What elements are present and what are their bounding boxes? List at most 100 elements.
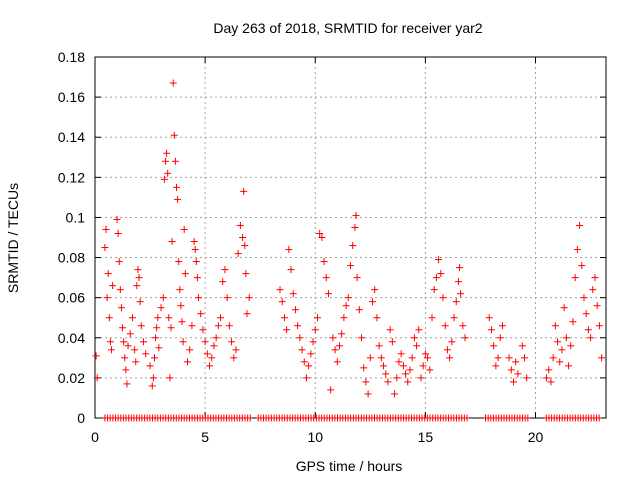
y-tick-label: 0 [77, 410, 85, 426]
data-point [386, 326, 394, 334]
data-point [556, 358, 564, 366]
data-point [149, 374, 157, 382]
data-point [595, 322, 603, 330]
data-point [106, 338, 114, 346]
data-point [437, 270, 445, 278]
data-point [136, 298, 144, 306]
data-point [243, 310, 251, 318]
data-point [454, 278, 462, 286]
data-point [404, 378, 412, 386]
y-tick-label: 0.04 [58, 330, 85, 346]
data-point [459, 322, 467, 330]
data-point [240, 187, 248, 195]
data-point [175, 258, 183, 266]
y-tick-label: 0.14 [58, 129, 85, 145]
data-point [410, 334, 418, 342]
data-point [137, 322, 145, 330]
data-point [512, 358, 520, 366]
data-point [485, 314, 493, 322]
data-point [232, 346, 240, 354]
data-point [221, 266, 229, 274]
data-point [351, 223, 359, 231]
data-point [494, 354, 502, 362]
data-point [430, 286, 438, 294]
data-point [598, 354, 606, 362]
data-point [307, 350, 315, 358]
data-point [197, 310, 205, 318]
data-point [380, 362, 388, 370]
data-point [115, 258, 123, 266]
data-point [195, 294, 203, 302]
data-point [101, 244, 109, 252]
data-point [413, 342, 421, 350]
data-point [133, 282, 141, 290]
data-point [545, 366, 553, 374]
data-point [335, 342, 343, 350]
data-point [496, 334, 504, 342]
data-point [302, 374, 310, 382]
data-point [296, 334, 304, 342]
data-point [311, 326, 319, 334]
data-point [206, 362, 214, 370]
data-point [327, 386, 335, 394]
data-point [358, 334, 366, 342]
x-tick-label: 10 [307, 429, 323, 445]
data-point [569, 318, 577, 326]
data-point [415, 326, 423, 334]
data-point [318, 234, 326, 241]
data-point [121, 354, 129, 362]
data-point [126, 330, 134, 338]
data-point [305, 362, 313, 370]
data-point [580, 294, 588, 302]
data-point [490, 342, 498, 350]
y-tick-label: 0.1 [66, 209, 86, 225]
data-point [184, 358, 192, 366]
data-point [102, 225, 110, 233]
data-point [219, 278, 227, 286]
data-point [419, 362, 427, 370]
data-point [562, 334, 570, 342]
data-point [547, 378, 555, 386]
data-point [509, 378, 517, 386]
data-point [225, 322, 233, 330]
data-point [428, 314, 436, 322]
data-point [395, 358, 403, 366]
data-point [543, 374, 551, 382]
data-point [123, 380, 131, 388]
data-point [214, 322, 222, 330]
data-point [278, 298, 286, 306]
data-point [589, 286, 597, 294]
data-point [208, 354, 216, 362]
data-point [283, 326, 291, 334]
data-point [163, 149, 171, 157]
data-point [353, 274, 361, 282]
data-point [355, 306, 363, 314]
y-tick-label: 0.16 [58, 89, 85, 105]
data-point [382, 370, 390, 378]
data-point [172, 183, 180, 191]
data-point [135, 274, 143, 282]
data-point [245, 294, 253, 302]
data-point [521, 354, 529, 362]
data-point [505, 354, 513, 362]
zero-point [248, 414, 253, 422]
data-point [186, 346, 194, 354]
chart-title: Day 263 of 2018, SRMTID for receiver yar… [213, 20, 482, 36]
data-point [104, 270, 112, 278]
data-point [344, 294, 352, 302]
data-point [492, 362, 500, 370]
data-point [439, 294, 447, 302]
data-point [298, 346, 306, 354]
data-point [349, 242, 357, 250]
data-point [567, 342, 575, 350]
data-point [446, 354, 454, 362]
data-point [124, 342, 132, 350]
data-point [212, 334, 220, 342]
data-point [103, 294, 111, 302]
data-point [199, 326, 207, 334]
data-point [117, 304, 125, 312]
data-point [347, 262, 354, 270]
data-point [518, 342, 526, 350]
y-tick-label: 0.12 [58, 169, 85, 185]
